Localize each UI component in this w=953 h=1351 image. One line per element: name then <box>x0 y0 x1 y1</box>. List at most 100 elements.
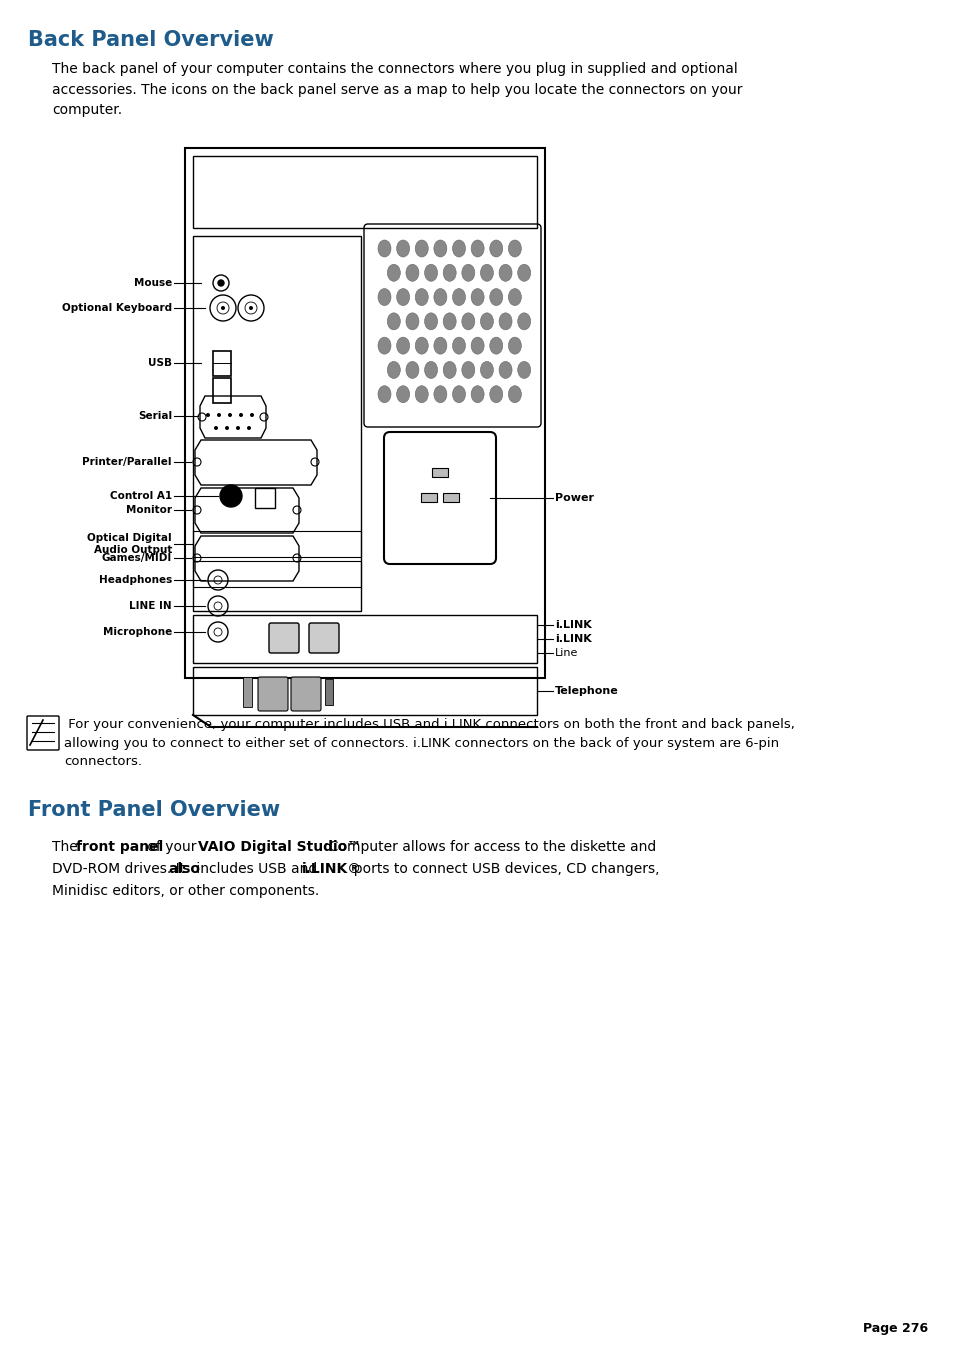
Text: Mouse: Mouse <box>133 278 172 288</box>
Ellipse shape <box>406 313 418 330</box>
Text: USB: USB <box>148 358 172 367</box>
Text: The back panel of your computer contains the connectors where you plug in suppli: The back panel of your computer contains… <box>52 62 741 118</box>
Circle shape <box>213 426 218 430</box>
Ellipse shape <box>480 265 493 281</box>
Ellipse shape <box>434 386 446 403</box>
Text: Back Panel Overview: Back Panel Overview <box>28 30 274 50</box>
Ellipse shape <box>452 338 465 354</box>
Ellipse shape <box>387 265 400 281</box>
Bar <box>213 351 231 376</box>
FancyBboxPatch shape <box>291 677 320 711</box>
Circle shape <box>235 426 240 430</box>
Ellipse shape <box>396 338 409 354</box>
Circle shape <box>247 426 251 430</box>
Text: For your convenience, your computer includes USB and i.LINK connectors on both t: For your convenience, your computer incl… <box>64 717 794 767</box>
Text: The: The <box>52 840 82 854</box>
Ellipse shape <box>387 313 400 330</box>
Text: VAIO Digital Studio™: VAIO Digital Studio™ <box>198 840 361 854</box>
Ellipse shape <box>508 338 521 354</box>
Bar <box>185 149 544 678</box>
Ellipse shape <box>452 289 465 305</box>
Ellipse shape <box>406 265 418 281</box>
Text: DVD-ROM drives. It: DVD-ROM drives. It <box>52 862 190 875</box>
Circle shape <box>225 426 229 430</box>
Ellipse shape <box>508 240 521 257</box>
Bar <box>213 378 231 403</box>
Ellipse shape <box>424 362 437 378</box>
Ellipse shape <box>508 289 521 305</box>
Bar <box>442 493 458 503</box>
Ellipse shape <box>489 289 502 305</box>
Ellipse shape <box>471 338 483 354</box>
Ellipse shape <box>452 386 465 403</box>
Ellipse shape <box>443 265 456 281</box>
Text: Serial: Serial <box>138 411 172 422</box>
Bar <box>432 467 448 477</box>
Ellipse shape <box>406 362 418 378</box>
Bar <box>193 236 360 611</box>
Bar <box>254 488 274 508</box>
Ellipse shape <box>471 386 483 403</box>
Ellipse shape <box>443 313 456 330</box>
Text: Power: Power <box>555 493 594 503</box>
Ellipse shape <box>377 386 391 403</box>
Ellipse shape <box>517 362 530 378</box>
Ellipse shape <box>498 313 512 330</box>
Ellipse shape <box>396 289 409 305</box>
Text: i.LINK: i.LINK <box>555 634 591 644</box>
Ellipse shape <box>377 338 391 354</box>
Text: of your: of your <box>143 840 201 854</box>
Ellipse shape <box>415 386 428 403</box>
Text: Monitor: Monitor <box>126 505 172 515</box>
Ellipse shape <box>377 289 391 305</box>
Circle shape <box>250 413 253 417</box>
Text: i.LINK®: i.LINK® <box>302 862 362 875</box>
Text: Line: Line <box>555 648 578 658</box>
Ellipse shape <box>434 338 446 354</box>
Text: also: also <box>168 862 200 875</box>
Text: Telephone: Telephone <box>555 686 618 696</box>
Ellipse shape <box>377 240 391 257</box>
Ellipse shape <box>471 240 483 257</box>
Circle shape <box>206 413 210 417</box>
Text: i.LINK: i.LINK <box>555 620 591 630</box>
Text: front panel: front panel <box>76 840 164 854</box>
Bar <box>193 531 360 557</box>
Text: Printer/Parallel: Printer/Parallel <box>82 457 172 467</box>
Ellipse shape <box>415 289 428 305</box>
FancyBboxPatch shape <box>384 432 496 563</box>
Circle shape <box>220 485 242 507</box>
FancyBboxPatch shape <box>269 623 298 653</box>
Ellipse shape <box>443 362 456 378</box>
Ellipse shape <box>489 240 502 257</box>
Bar <box>420 493 436 503</box>
Ellipse shape <box>508 386 521 403</box>
Circle shape <box>239 413 243 417</box>
Bar <box>243 677 252 707</box>
Ellipse shape <box>517 313 530 330</box>
Circle shape <box>221 305 225 309</box>
Bar <box>193 667 537 715</box>
FancyBboxPatch shape <box>309 623 338 653</box>
Bar <box>325 680 333 705</box>
Circle shape <box>249 305 253 309</box>
Text: includes USB and: includes USB and <box>193 862 321 875</box>
Ellipse shape <box>396 240 409 257</box>
Ellipse shape <box>498 265 512 281</box>
Text: Computer allows for access to the diskette and: Computer allows for access to the disket… <box>320 840 656 854</box>
Text: Optical Digital
Audio Output: Optical Digital Audio Output <box>88 534 172 555</box>
Ellipse shape <box>517 265 530 281</box>
Circle shape <box>216 413 221 417</box>
Circle shape <box>228 413 232 417</box>
Ellipse shape <box>424 313 437 330</box>
Text: Page 276: Page 276 <box>862 1323 927 1335</box>
Ellipse shape <box>424 265 437 281</box>
Ellipse shape <box>434 240 446 257</box>
Ellipse shape <box>489 338 502 354</box>
Ellipse shape <box>489 386 502 403</box>
Ellipse shape <box>471 289 483 305</box>
Ellipse shape <box>480 313 493 330</box>
Ellipse shape <box>387 362 400 378</box>
Text: LINE IN: LINE IN <box>130 601 172 611</box>
Text: ports to connect USB devices, CD changers,: ports to connect USB devices, CD changer… <box>344 862 659 875</box>
